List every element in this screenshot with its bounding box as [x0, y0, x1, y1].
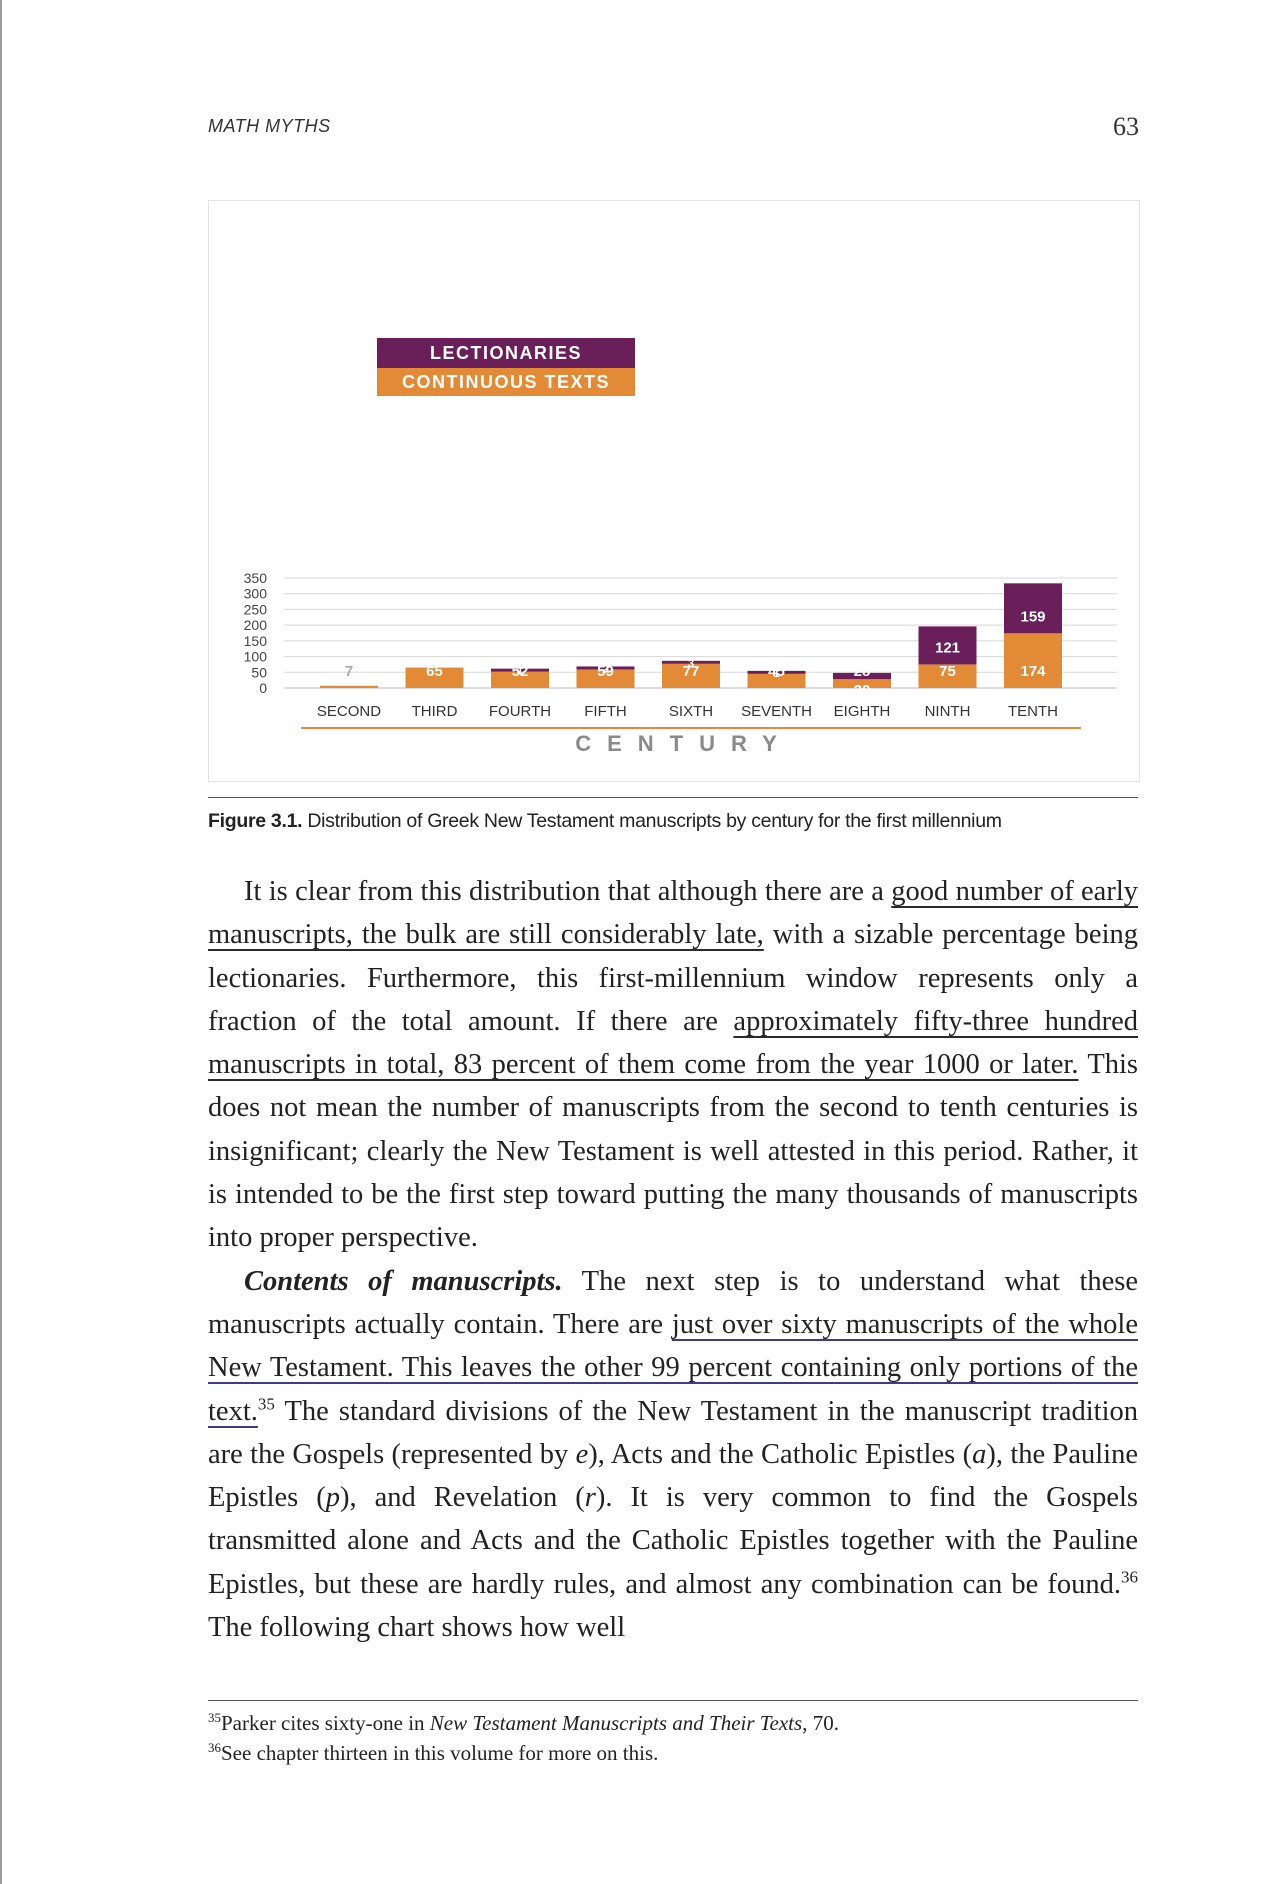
data-label-continuous: 77	[683, 663, 700, 680]
legend-swatch-continuous	[377, 368, 635, 396]
bar-continuous-fourth	[491, 671, 549, 688]
bar-continuous-second	[320, 685, 378, 688]
bar-continuous-fifth	[576, 669, 635, 688]
footnote-36-number: 36	[208, 1740, 221, 1755]
paragraph-2: Contents of manuscripts. The next step i…	[208, 1260, 1138, 1650]
bar-lectionaries-fourth	[491, 668, 549, 672]
footnote-35-text-b: , 70.	[802, 1711, 839, 1735]
bar-continuous-seventh	[747, 673, 806, 688]
data-label-lectionaries: 20	[854, 682, 871, 699]
p2-text-a: The next step is to understand what thes…	[208, 1265, 1138, 1340]
data-label-lectionaries: 159	[1020, 608, 1045, 625]
bar-continuous-eighth	[833, 679, 891, 688]
data-label-continuous: 75	[939, 663, 956, 680]
legend-swatch-lectionaries	[377, 338, 635, 368]
y-tick-label: 50	[251, 664, 267, 680]
x-tick-label: NINTH	[925, 703, 971, 720]
p1-text-a: It is clear from this distribution that …	[244, 876, 892, 907]
x-tick-label: TENTH	[1008, 703, 1058, 720]
y-tick-label: 100	[244, 649, 268, 665]
data-label-lectionaries: 2	[602, 663, 608, 675]
x-axis-label: CENTURY	[575, 731, 793, 756]
y-tick-label: 0	[259, 680, 267, 696]
footnotes: 35Parker cites sixty-one in New Testamen…	[208, 1708, 1138, 1768]
y-tick-label: 300	[244, 586, 268, 602]
footnote-36: 36See chapter thirteen in this volume fo…	[208, 1738, 1138, 1768]
p2-text-c: ), Acts and the Catholic Epistles (	[588, 1438, 973, 1470]
p1-underline-1: good number of early manuscripts, the bu…	[208, 876, 1138, 951]
x-tick-label: SECOND	[317, 703, 381, 720]
bar-lectionaries-fifth	[576, 666, 635, 670]
p2-text-d: ), the Pauline Epistles (	[208, 1438, 1138, 1514]
footnote-rule	[208, 1700, 1138, 1701]
y-tick-label: 150	[244, 633, 268, 649]
y-tick-label: 350	[244, 570, 268, 586]
caption-rule	[208, 797, 1138, 798]
bar-lectionaries-ninth	[918, 626, 977, 665]
p2-sigla-p: p	[325, 1482, 340, 1514]
data-label-continuous: 7	[345, 663, 353, 680]
data-label-lectionaries: 1	[517, 666, 523, 678]
bar-lectionaries-seventh	[747, 670, 806, 674]
p1-text-c: This does not mean the number of manuscr…	[208, 1049, 1139, 1254]
data-label-continuous: 28	[854, 663, 871, 680]
page-number: 63	[1113, 112, 1139, 141]
chart-canvas: 0501001502002503003507SECOND65THIRD521FO…	[244, 338, 1117, 756]
data-label-lectionaries: 3	[688, 658, 694, 670]
page-edge	[0, 0, 2, 1884]
bar-continuous-sixth	[662, 663, 720, 688]
x-tick-label: EIGHTH	[834, 703, 891, 720]
p1-text-b: with a sizable percentage being lectiona…	[208, 919, 1138, 1037]
data-label-continuous: 59	[597, 663, 614, 680]
footnote-ref-35: 35	[257, 1394, 275, 1414]
data-label-continuous: 65	[426, 663, 443, 680]
legend-label-lectionaries: LECTIONARIES	[430, 343, 582, 363]
y-tick-label: 250	[244, 601, 268, 617]
legend-label-continuous: CONTINUOUS TEXTS	[402, 372, 610, 392]
data-label-continuous: 174	[1020, 663, 1046, 680]
bar-lectionaries-eighth	[833, 672, 891, 680]
x-tick-label: SIXTH	[669, 703, 713, 720]
data-label-lectionaries: 1	[773, 668, 779, 680]
x-tick-label: SEVENTH	[741, 703, 812, 720]
p1-underline-2: approximately fifty-three hundred manusc…	[208, 1005, 1139, 1081]
p2-underline-1: just over sixty manuscripts of the whole…	[208, 1308, 1138, 1427]
data-label-continuous: 52	[512, 663, 529, 680]
data-label-continuous: 45	[768, 663, 785, 680]
p2-text-e: ), and Revelation (	[340, 1482, 585, 1514]
body-text: It is clear from this distribution that …	[208, 870, 1138, 1649]
bar-continuous-ninth	[918, 664, 977, 688]
x-tick-label: THIRD	[412, 703, 458, 720]
bar-lectionaries-tenth	[1004, 583, 1062, 634]
data-label-lectionaries: 121	[935, 639, 960, 656]
p2-text-b: The standard divisions of the New Testam…	[208, 1395, 1138, 1470]
y-tick-label: 200	[244, 617, 268, 633]
footnote-35-title: New Testament Manuscripts and Their Text…	[429, 1711, 803, 1735]
paragraph-1: It is clear from this distribution that …	[208, 870, 1138, 1260]
p2-sigla-r: r	[584, 1482, 596, 1514]
bar-continuous-tenth	[1004, 633, 1062, 688]
p2-sigla-a: a	[972, 1438, 987, 1470]
footnote-35-text-a: Parker cites sixty-one in	[221, 1711, 430, 1735]
figure-label: Figure 3.1.	[208, 810, 303, 832]
footnote-ref-36: 36	[1121, 1567, 1138, 1587]
figure-caption-text: Distribution of Greek New Testament manu…	[302, 810, 1002, 832]
footnote-35-number: 35	[208, 1710, 221, 1725]
running-head: MATH MYTHS	[208, 116, 331, 136]
x-tick-label: FOURTH	[489, 703, 551, 720]
p2-text-f: ). It is very common to find the Gospels…	[208, 1482, 1138, 1600]
p2-run-in-heading: Contents of manuscripts.	[244, 1265, 563, 1297]
manuscript-chart: 0 50 100 150 200 250 300 350 7 SECOND 65 THIRD 52 1 FO…	[208, 200, 1140, 782]
footnote-36-text: See chapter thirteen in this volume for …	[221, 1741, 659, 1765]
p2-text-g: The following chart shows how well	[208, 1612, 626, 1644]
figure-caption: Figure 3.1. Distribution of Greek New Te…	[208, 810, 1138, 833]
bar-lectionaries-sixth	[662, 660, 720, 664]
bar-continuous-third	[405, 667, 464, 688]
footnote-35: 35Parker cites sixty-one in New Testamen…	[208, 1708, 1138, 1738]
x-tick-label: FIFTH	[584, 703, 627, 720]
p2-sigla-e: e	[575, 1438, 589, 1470]
